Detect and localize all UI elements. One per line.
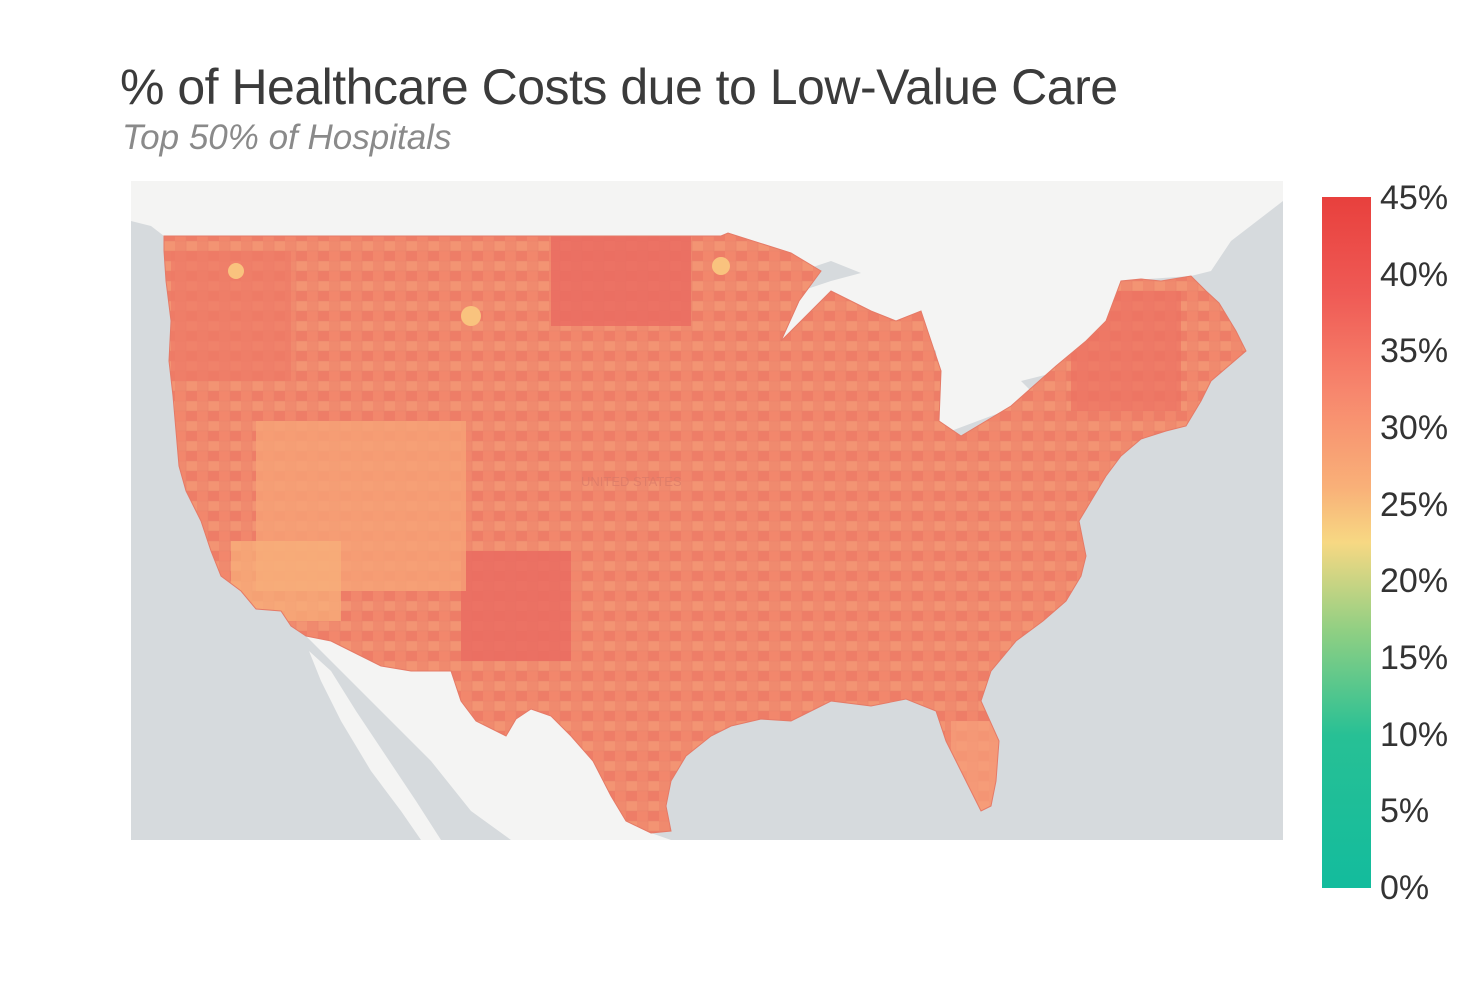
baja-land (309, 651, 441, 840)
color-scale-bar (1322, 197, 1371, 888)
legend-tick-label: 0% (1380, 869, 1430, 907)
legend-tick-label: 25% (1380, 485, 1449, 524)
canada-land (131, 181, 1283, 436)
choropleth-map[interactable]: UNITED STATES (131, 181, 1283, 840)
legend-tick-label: 40% (1380, 255, 1449, 294)
map-country-label: UNITED STATES (581, 474, 682, 489)
chart-subtitle: Top 50% of Hospitals (122, 118, 452, 157)
legend-tick-label: 10% (1380, 715, 1449, 754)
legend-tick-label: 30% (1380, 409, 1449, 447)
mexico-land (306, 636, 671, 840)
chart-title: % of Healthcare Costs due to Low-Value C… (120, 59, 1118, 115)
legend-tick-label: 35% (1380, 332, 1449, 371)
legend-tick-label: 5% (1380, 792, 1430, 831)
legend-tick-label: 15% (1380, 639, 1449, 677)
legend-tick-label: 45% (1380, 179, 1449, 217)
legend-tick-label: 20% (1380, 562, 1449, 601)
